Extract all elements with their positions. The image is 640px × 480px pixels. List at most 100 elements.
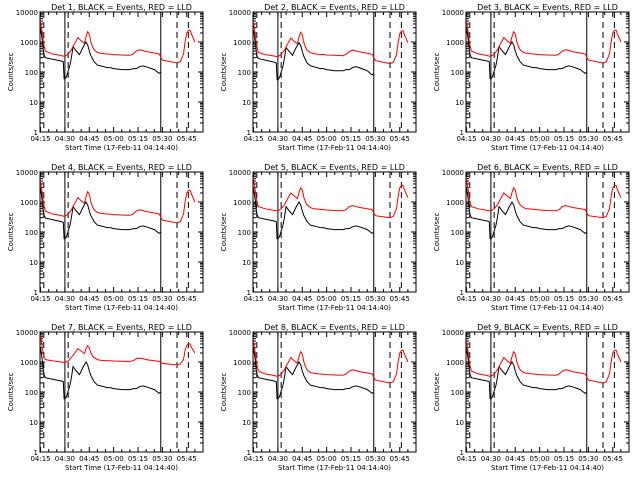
- y-tick-label: 100: [25, 69, 38, 77]
- series-events: [253, 187, 375, 240]
- y-tick-label: 10: [242, 99, 251, 107]
- y-tick-label: 100: [451, 389, 464, 397]
- y-tick-label: 10000: [16, 329, 38, 337]
- x-tick-label: 04:45: [292, 135, 312, 143]
- panel-det-4: Det 4, BLACK = Events, RED = LLD 1 10 100 10…: [7, 163, 204, 312]
- x-tick-label: 04:30: [55, 135, 75, 143]
- y-tick-label: 1: [34, 129, 38, 137]
- panel-title: Det 8, BLACK = Events, RED = LLD: [264, 323, 405, 332]
- x-tick-label: 05:45: [390, 455, 410, 463]
- y-tick-label: 1000: [233, 199, 251, 207]
- x-tick-label: 04:15: [243, 135, 263, 143]
- y-tick-label: 1: [460, 449, 464, 457]
- x-axis-label: Start Time (17-Feb-11 04:14:40): [491, 144, 604, 152]
- x-tick-label: 04:15: [456, 135, 476, 143]
- x-tick-label: 05:30: [365, 135, 385, 143]
- x-tick-label: 05:15: [341, 455, 361, 463]
- x-tick-label: 04:15: [30, 295, 50, 303]
- panel-title: Det 7, BLACK = Events, RED = LLD: [51, 323, 192, 332]
- x-axis-label: Start Time (17-Feb-11 04:14:40): [65, 144, 178, 152]
- panel-title: Det 4, BLACK = Events, RED = LLD: [51, 163, 192, 172]
- series-lld: [40, 180, 196, 224]
- x-tick-label: 05:00: [530, 295, 550, 303]
- y-tick-label: 1000: [20, 199, 38, 207]
- y-tick-label: 1: [460, 129, 464, 137]
- series-events: [40, 188, 162, 240]
- x-tick-label: 04:15: [243, 295, 263, 303]
- y-tick-label: 10: [242, 259, 251, 267]
- x-tick-label: 05:45: [603, 135, 623, 143]
- x-tick-label: 05:30: [152, 135, 172, 143]
- series-lld: [466, 178, 622, 219]
- x-tick-label: 05:30: [365, 455, 385, 463]
- panel-title: Det 1, BLACK = Events, RED = LLD: [51, 3, 192, 12]
- y-tick-label: 1000: [233, 359, 251, 367]
- series-lld: [40, 334, 196, 366]
- series-events: [253, 30, 375, 81]
- panel-title: Det 2, BLACK = Events, RED = LLD: [264, 3, 405, 12]
- x-tick-label: 04:15: [456, 295, 476, 303]
- x-tick-label: 04:45: [505, 135, 525, 143]
- x-axis-label: Start Time (17-Feb-11 04:14:40): [278, 464, 391, 472]
- y-tick-label: 1000: [446, 39, 464, 47]
- x-tick-label: 05:45: [177, 295, 197, 303]
- x-tick-label: 04:30: [481, 295, 501, 303]
- x-tick-label: 05:15: [128, 295, 148, 303]
- y-axis-label: Counts/sec: [220, 53, 228, 92]
- x-tick-label: 05:15: [554, 455, 574, 463]
- series-events: [466, 27, 588, 80]
- series-events: [40, 27, 162, 80]
- x-tick-label: 04:45: [292, 455, 312, 463]
- x-tick-label: 05:30: [365, 295, 385, 303]
- panel-det-9: Det 9, BLACK = Events, RED = LLD 1 10 100 10…: [433, 323, 630, 472]
- y-tick-label: 10000: [229, 9, 251, 17]
- y-axis-label: Counts/sec: [433, 373, 441, 412]
- y-tick-label: 100: [25, 389, 38, 397]
- y-tick-label: 1000: [20, 39, 38, 47]
- y-tick-label: 1: [247, 289, 251, 297]
- y-tick-label: 10: [29, 99, 38, 107]
- y-axis-label: Counts/sec: [433, 213, 441, 252]
- y-tick-label: 10: [242, 419, 251, 427]
- x-tick-label: 05:30: [578, 135, 598, 143]
- panel-det-7: Det 7, BLACK = Events, RED = LLD 1 10 100 10…: [7, 323, 204, 472]
- y-tick-label: 10: [455, 99, 464, 107]
- x-tick-label: 05:15: [341, 295, 361, 303]
- x-tick-label: 04:30: [481, 455, 501, 463]
- panel-det-8: Det 8, BLACK = Events, RED = LLD 1 10 100 10…: [220, 323, 417, 472]
- x-tick-label: 05:15: [128, 135, 148, 143]
- x-axis-label: Start Time (17-Feb-11 04:14:40): [65, 464, 178, 472]
- y-tick-label: 1: [34, 449, 38, 457]
- x-tick-label: 05:30: [152, 295, 172, 303]
- panel-title: Det 3, BLACK = Events, RED = LLD: [477, 3, 618, 12]
- y-tick-label: 1000: [446, 199, 464, 207]
- y-tick-label: 10000: [442, 329, 464, 337]
- x-tick-label: 05:15: [554, 295, 574, 303]
- x-tick-label: 05:15: [341, 135, 361, 143]
- x-tick-label: 04:45: [79, 455, 99, 463]
- series-lld: [466, 20, 622, 64]
- y-tick-label: 10000: [229, 329, 251, 337]
- x-tick-label: 05:00: [317, 455, 337, 463]
- y-tick-label: 10: [29, 419, 38, 427]
- series-lld: [466, 340, 622, 384]
- y-tick-label: 1: [247, 449, 251, 457]
- x-axis-label: Start Time (17-Feb-11 04:14:40): [278, 144, 391, 152]
- x-tick-label: 04:30: [55, 295, 75, 303]
- y-tick-label: 1000: [20, 359, 38, 367]
- y-tick-label: 1000: [446, 359, 464, 367]
- panel-det-2: Det 2, BLACK = Events, RED = LLD 1 10 100 10…: [220, 3, 417, 152]
- panel-det-5: Det 5, BLACK = Events, RED = LLD 1 10 100 10…: [220, 163, 417, 312]
- y-tick-label: 100: [238, 69, 251, 77]
- y-tick-label: 10000: [16, 9, 38, 17]
- x-tick-label: 04:30: [55, 455, 75, 463]
- x-tick-label: 05:30: [578, 455, 598, 463]
- y-tick-label: 10000: [442, 9, 464, 17]
- panel-title: Det 6, BLACK = Events, RED = LLD: [477, 163, 618, 172]
- series-lld: [253, 340, 409, 384]
- panel-det-3: Det 3, BLACK = Events, RED = LLD 1 10 100 10…: [433, 3, 630, 152]
- y-tick-label: 100: [238, 229, 251, 237]
- x-tick-label: 04:30: [481, 135, 501, 143]
- x-tick-label: 05:45: [177, 135, 197, 143]
